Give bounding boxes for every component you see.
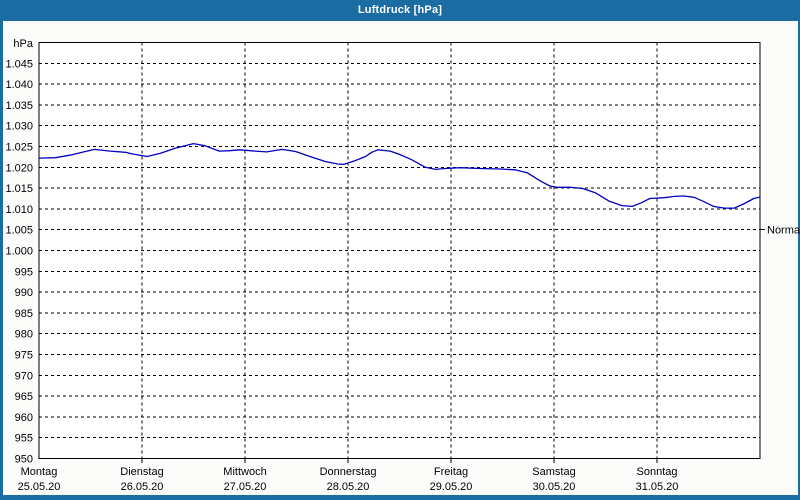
y-tick-label: 1.040: [5, 79, 33, 91]
window-title: Luftdruck [hPa]: [357, 4, 443, 16]
y-tick-label: 975: [15, 350, 33, 362]
x-day-label: Montag: [21, 466, 58, 478]
x-date-label: 25.05.20: [18, 481, 61, 493]
x-day-label: Freitag: [434, 466, 468, 478]
x-day-label: Donnerstag: [320, 466, 377, 478]
plot-border: [38, 42, 761, 459]
y-tick-label: 965: [15, 391, 33, 403]
y-tick-label: 955: [15, 433, 33, 445]
x-date-label: 26.05.20: [121, 481, 164, 493]
y-tick-label: 995: [15, 266, 33, 278]
y-tick-label: 1.010: [5, 204, 33, 216]
y-axis-unit-label: hPa: [13, 38, 33, 50]
normal-marker-label: Normal: [767, 225, 800, 237]
x-day-label: Mittwoch: [223, 466, 266, 478]
y-tick-label: 980: [15, 329, 33, 341]
x-date-label: 29.05.20: [430, 481, 473, 493]
y-tick-label: 1.020: [5, 162, 33, 174]
x-day-label: Samstag: [532, 466, 575, 478]
y-tick-label: 1.005: [5, 225, 33, 237]
y-tick-label: 1.025: [5, 142, 33, 154]
x-day-label: Sonntag: [637, 466, 678, 478]
x-day-label: Dienstag: [120, 466, 163, 478]
x-date-label: 28.05.20: [327, 481, 370, 493]
x-date-label: 27.05.20: [224, 481, 267, 493]
x-date-label: 30.05.20: [533, 481, 576, 493]
y-tick-label: 1.030: [5, 121, 33, 133]
y-tick-label: 950: [15, 454, 33, 466]
title-bar: Luftdruck [hPa]: [0, 0, 800, 21]
x-date-label: 31.05.20: [636, 481, 679, 493]
y-tick-label: 960: [15, 412, 33, 424]
y-tick-label: 985: [15, 308, 33, 320]
y-tick-label: 1.045: [5, 58, 33, 70]
y-tick-label: 1.000: [5, 246, 33, 258]
y-tick-label: 990: [15, 287, 33, 299]
y-tick-label: 1.015: [5, 183, 33, 195]
pressure-line: [38, 142, 760, 209]
y-tick-label: 970: [15, 370, 33, 382]
y-tick-label: 1.035: [5, 100, 33, 112]
